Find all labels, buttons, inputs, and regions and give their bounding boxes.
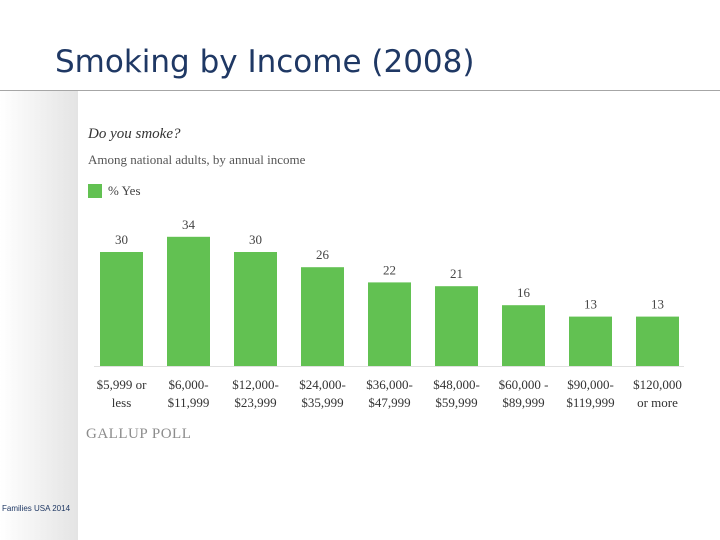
category-tick-label: $12,000- — [232, 377, 279, 392]
legend-label: % Yes — [108, 183, 141, 198]
category-tick-label: $5,999 or — [97, 377, 148, 392]
category-tick-label: $120,000 — [633, 377, 682, 392]
bar-value-label: 13 — [651, 297, 664, 312]
bar-value-label: 21 — [450, 266, 463, 281]
category-tick-label: $59,999 — [435, 395, 477, 410]
bar — [435, 286, 478, 366]
bar — [167, 236, 210, 366]
bar — [502, 305, 545, 366]
bar-value-label: 22 — [383, 262, 396, 277]
category-tick-label: $36,000- — [366, 377, 413, 392]
category-tick-label: $89,999 — [502, 395, 544, 410]
chart-subtitle: Among national adults, by annual income — [88, 152, 306, 167]
left-gradient-band — [0, 91, 78, 540]
category-tick-label: $90,000- — [567, 377, 614, 392]
bar-value-label: 30 — [249, 232, 262, 247]
bar — [100, 252, 143, 366]
chart-panel: Do you smoke? Among national adults, by … — [78, 112, 698, 452]
gallup-poll-logo: GALLUP POLL — [86, 426, 192, 442]
title-divider — [0, 90, 720, 91]
category-tick-label: $48,000- — [433, 377, 480, 392]
bar-value-label: 13 — [584, 297, 597, 312]
chart-title: Do you smoke? — [88, 126, 181, 142]
category-tick-label: $11,999 — [168, 395, 210, 410]
bar — [234, 252, 277, 366]
bar — [301, 267, 344, 366]
category-tick-label: $35,999 — [301, 395, 343, 410]
category-tick-label: $60,000 - — [499, 377, 549, 392]
footer-note: Families USA 2014 — [1, 504, 71, 513]
bar — [569, 316, 612, 366]
bar-value-label: 34 — [182, 217, 196, 232]
category-tick-label: $24,000- — [299, 377, 346, 392]
category-tick-label: $23,999 — [234, 395, 276, 410]
category-tick-label: less — [112, 395, 132, 410]
chart-legend: % Yes — [88, 183, 141, 199]
bar-value-label: 30 — [115, 232, 128, 247]
category-tick-label: $47,999 — [368, 395, 410, 410]
bar — [636, 316, 679, 366]
bar-chart: 30 $5,999 or less 34 $6,000- $11,999 30 $12,000… — [94, 217, 684, 410]
category-tick-label: or more — [637, 395, 678, 410]
category-tick-label: $6,000- — [168, 377, 208, 392]
bar-value-label: 16 — [517, 285, 531, 300]
legend-swatch — [88, 184, 102, 198]
slide-title: Smoking by Income (2008) — [55, 44, 475, 80]
category-tick-label: $119,999 — [566, 395, 614, 410]
bar-value-label: 26 — [316, 247, 330, 262]
bar — [368, 282, 411, 366]
